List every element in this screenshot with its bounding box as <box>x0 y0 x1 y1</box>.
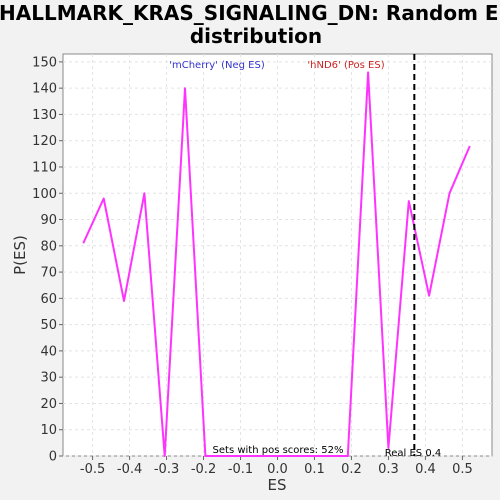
x-tick-label: -0.3 <box>154 462 179 477</box>
x-tick-label: 0.3 <box>378 462 399 477</box>
x-tick-label: 0.2 <box>341 462 362 477</box>
pos-scores-label: Sets with pos scores: 52% <box>213 445 344 456</box>
neg-es-label: 'mCherry' (Neg ES) <box>169 60 265 71</box>
y-tick-label: 30 <box>40 371 57 386</box>
y-tick-label: 80 <box>40 239 57 254</box>
chart-title-line2: distribution <box>190 24 322 48</box>
y-tick-label: 0 <box>49 450 57 465</box>
x-tick-label: 0.4 <box>415 462 436 477</box>
real-es-label: Real ES 0.4 <box>385 448 441 459</box>
y-tick-label: 140 <box>32 82 57 97</box>
y-tick-label: 150 <box>32 55 57 70</box>
grid <box>63 54 492 457</box>
x-tick-label: 0.1 <box>304 462 325 477</box>
x-tick-label: -0.4 <box>117 462 142 477</box>
y-tick-label: 10 <box>40 423 57 438</box>
y-tick-label: 90 <box>40 213 57 228</box>
y-tick-label: 110 <box>32 160 57 175</box>
y-tick-label: 100 <box>32 187 57 202</box>
y-axis-label: P(ES) <box>11 235 29 275</box>
x-tick-label: -0.5 <box>80 462 105 477</box>
x-tick-label: -0.2 <box>191 462 216 477</box>
x-tick-label: 0.0 <box>267 462 288 477</box>
y-tick-label: 60 <box>40 292 57 307</box>
x-axis-label: ES <box>268 476 287 494</box>
x-tick-label: -0.1 <box>228 462 253 477</box>
chart-title-line1: HALLMARK_KRAS_SIGNALING_DN: Random ES <box>0 1 500 25</box>
y-tick-label: 120 <box>32 134 57 149</box>
series <box>82 71 471 457</box>
x-tick-label: 0.5 <box>452 462 473 477</box>
x-axis: -0.5 -0.4 -0.3 -0.2 -0.1 0.0 0.1 0.2 0.3 0.4 0.5 <box>80 456 473 477</box>
y-tick-label: 50 <box>40 318 57 333</box>
y-axis: 0 10 20 30 40 50 60 70 80 90 100 110 120 130 140 150 <box>32 55 63 465</box>
es-distribution-line <box>82 71 471 457</box>
y-tick-label: 130 <box>32 108 57 123</box>
y-tick-label: 70 <box>40 266 57 281</box>
pos-es-label: 'hND6' (Pos ES) <box>307 60 384 71</box>
y-tick-label: 20 <box>40 397 57 412</box>
y-tick-label: 40 <box>40 344 57 359</box>
